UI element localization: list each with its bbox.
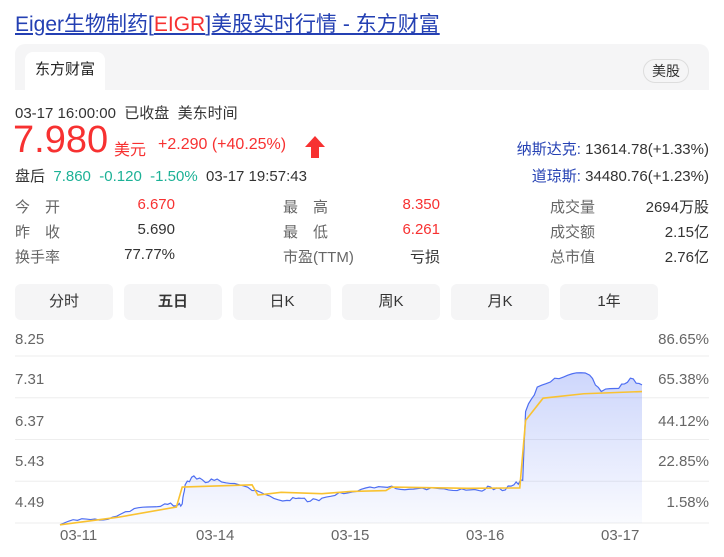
tab-1[interactable]: 五日 xyxy=(124,284,222,320)
five-day-chart[interactable] xyxy=(0,320,724,530)
y-tick-right: 65.38% xyxy=(658,371,709,388)
stat-value: 5.690 xyxy=(137,221,175,238)
tab-3[interactable]: 周K xyxy=(342,284,440,320)
after-hours-label: 盘后 xyxy=(15,168,46,185)
y-tick-left: 6.37 xyxy=(15,413,45,430)
tab-0[interactable]: 分时 xyxy=(15,284,113,320)
index-value: 34480.76(+1.23%) xyxy=(585,168,709,185)
x-tick: 03-17 xyxy=(601,527,640,544)
stat-label: 成交额 xyxy=(550,224,596,241)
status-timezone: 美东时间 xyxy=(177,105,238,122)
after-hours: 盘后 7.860 -0.120 -1.50% 03-17 19:57:43 xyxy=(15,165,307,186)
index-nasdaq[interactable]: 纳斯达克: 13614.78(+1.33%) xyxy=(517,138,709,159)
chart-tabs: 分时 五日 日K 周K 月K 1年 xyxy=(15,284,658,320)
ticker-code: EIGR xyxy=(153,13,206,36)
y-tick-right: 44.12% xyxy=(658,413,709,430)
index-value: 13614.78(+1.33%) xyxy=(585,141,709,158)
average-line xyxy=(59,390,643,526)
x-tick: 03-14 xyxy=(196,527,235,544)
current-price: 7.980 xyxy=(13,119,109,161)
after-hours-pct: -1.50% xyxy=(150,168,198,185)
y-tick-right: 22.85% xyxy=(658,453,709,470)
price-area xyxy=(60,372,642,525)
stat-value: 2.76亿 xyxy=(664,249,709,266)
stat-value: 亏损 xyxy=(409,249,440,266)
stat-label: 总市值 xyxy=(550,249,596,266)
y-tick-left: 4.49 xyxy=(15,494,45,511)
index-name: 纳斯达克: xyxy=(516,141,581,158)
title-text: ]美股实时行情 - 东方财富 xyxy=(205,13,440,36)
tab-5[interactable]: 1年 xyxy=(560,284,658,320)
after-hours-price: 7.860 xyxy=(53,168,91,185)
x-tick: 03-15 xyxy=(331,527,370,544)
price-line xyxy=(59,372,643,526)
tab-2[interactable]: 日K xyxy=(233,284,331,320)
x-tick: 03-11 xyxy=(60,527,98,544)
stat-label: 市盈(TTM) xyxy=(283,249,354,266)
stat-label: 最 低 xyxy=(283,224,329,241)
stat-value: 6.261 xyxy=(402,221,440,238)
change-pct: (+40.25%) xyxy=(211,136,287,153)
arrow-up-icon xyxy=(305,136,325,158)
index-dow[interactable]: 道琼斯: 34480.76(+1.23%) xyxy=(532,165,709,186)
status-datetime: 03-17 16:00:00 xyxy=(15,105,116,122)
source-header: 东方财富 美股 xyxy=(15,44,709,90)
stat-value: 77.77% xyxy=(124,246,175,263)
y-tick-left: 8.25 xyxy=(15,331,45,348)
stat-value: 2.15亿 xyxy=(664,224,709,241)
price-change: +2.290 (+40.25%) xyxy=(158,136,286,154)
stat-value: 8.350 xyxy=(402,196,440,213)
stat-label: 最 高 xyxy=(283,199,329,216)
status-state: 已收盘 xyxy=(124,105,170,122)
index-name: 道琼斯: xyxy=(531,168,581,185)
stat-value: 2694万股 xyxy=(645,199,709,216)
price-unit: 美元 xyxy=(114,142,147,159)
result-title-link[interactable]: Eiger生物制药[EIGR]美股实时行情 - 东方财富 xyxy=(15,8,440,38)
after-hours-time: 03-17 19:57:43 xyxy=(206,168,307,185)
source-tab[interactable]: 东方财富 xyxy=(25,52,106,90)
y-tick-left: 7.31 xyxy=(15,371,45,388)
market-badge[interactable]: 美股 xyxy=(643,59,689,83)
y-tick-left: 5.43 xyxy=(15,453,45,470)
stat-label: 昨 收 xyxy=(15,224,61,241)
stat-label: 成交量 xyxy=(550,199,596,216)
after-hours-change: -0.120 xyxy=(99,168,142,185)
y-tick-right: 1.58% xyxy=(666,494,709,511)
y-tick-right: 86.65% xyxy=(658,331,709,348)
stat-label: 换手率 xyxy=(15,249,61,266)
x-tick: 03-16 xyxy=(466,527,505,544)
market-status: 03-17 16:00:00 已收盘 美东时间 xyxy=(15,102,238,123)
tab-4[interactable]: 月K xyxy=(451,284,549,320)
change-value: +2.290 xyxy=(158,136,208,153)
stat-value: 6.670 xyxy=(137,196,175,213)
title-text: Eiger生物制药[ xyxy=(15,13,154,36)
stat-label: 今 开 xyxy=(15,199,61,216)
